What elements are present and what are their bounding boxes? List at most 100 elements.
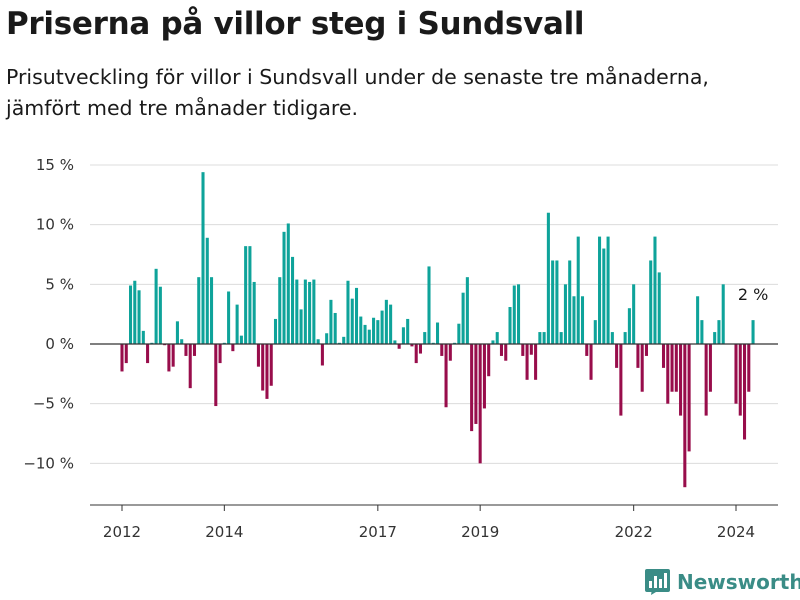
bar bbox=[713, 332, 717, 344]
bar bbox=[649, 260, 653, 344]
bar bbox=[397, 344, 401, 349]
bar bbox=[286, 223, 290, 344]
bar bbox=[389, 304, 393, 344]
bar bbox=[329, 299, 333, 344]
bar bbox=[542, 332, 546, 344]
bar bbox=[653, 236, 657, 344]
chart-title: Priserna på villor steg i Sundsvall bbox=[6, 6, 585, 42]
brand-logo: Newsworthy bbox=[644, 568, 800, 595]
bar bbox=[495, 332, 499, 344]
bar bbox=[470, 344, 474, 432]
bar bbox=[593, 320, 597, 344]
x-tick-label: 2024 bbox=[717, 523, 755, 541]
bar bbox=[474, 344, 478, 424]
bar bbox=[325, 333, 329, 344]
bar bbox=[167, 344, 171, 372]
bar bbox=[252, 281, 256, 344]
bar bbox=[120, 344, 124, 372]
bar bbox=[555, 260, 559, 344]
bar bbox=[401, 327, 405, 344]
bar bbox=[273, 318, 278, 344]
y-tick-label: −10 % bbox=[23, 454, 74, 472]
bar bbox=[670, 344, 674, 392]
bar bbox=[440, 344, 444, 356]
last-value-label: 2 % bbox=[738, 285, 768, 304]
bar bbox=[444, 344, 448, 408]
bar bbox=[568, 260, 572, 344]
bar bbox=[184, 344, 188, 356]
bar bbox=[661, 344, 666, 368]
bar bbox=[589, 344, 593, 380]
bar bbox=[201, 172, 205, 344]
bar bbox=[210, 277, 214, 344]
bar bbox=[231, 344, 235, 352]
bar bbox=[585, 344, 589, 356]
bar bbox=[146, 344, 150, 364]
bar bbox=[529, 344, 533, 355]
bar bbox=[380, 310, 384, 344]
bar-chart-logo-icon bbox=[645, 569, 670, 595]
bar bbox=[491, 340, 495, 344]
bar bbox=[457, 323, 461, 344]
bar bbox=[205, 237, 209, 344]
bar bbox=[218, 344, 222, 364]
bar bbox=[376, 320, 380, 344]
bar bbox=[414, 344, 418, 364]
x-tick-label: 2022 bbox=[615, 523, 653, 541]
bar bbox=[141, 330, 145, 344]
bar bbox=[410, 344, 414, 347]
bar bbox=[636, 344, 640, 368]
bar bbox=[124, 344, 128, 364]
bar bbox=[512, 285, 516, 344]
bar bbox=[278, 277, 282, 344]
bar bbox=[248, 246, 252, 344]
bar bbox=[133, 280, 137, 344]
bar bbox=[632, 284, 636, 344]
bar bbox=[546, 212, 550, 344]
bar bbox=[623, 332, 627, 344]
y-tick-label: 10 % bbox=[36, 216, 74, 234]
bar bbox=[316, 339, 320, 344]
bar bbox=[700, 320, 704, 344]
bar bbox=[363, 324, 367, 344]
y-tick-label: 15 % bbox=[36, 156, 74, 174]
bar bbox=[606, 236, 610, 344]
bar bbox=[269, 344, 273, 386]
bar bbox=[563, 284, 567, 344]
bar bbox=[384, 299, 388, 344]
bar bbox=[418, 344, 422, 354]
bar bbox=[666, 344, 670, 404]
brand-name: Newsworthy bbox=[677, 569, 800, 594]
bar bbox=[640, 344, 644, 392]
y-tick-label: −5 % bbox=[33, 395, 74, 413]
bar bbox=[171, 344, 175, 367]
bar bbox=[346, 280, 350, 344]
y-tick-label: 5 % bbox=[45, 275, 74, 293]
bar bbox=[551, 260, 555, 344]
bar bbox=[580, 296, 585, 344]
bar bbox=[423, 332, 427, 344]
bar bbox=[244, 246, 248, 344]
bar bbox=[482, 344, 486, 409]
bar bbox=[158, 286, 162, 344]
bar bbox=[696, 296, 700, 344]
bar bbox=[487, 344, 491, 377]
bar bbox=[188, 344, 192, 389]
bar bbox=[683, 344, 687, 488]
bar bbox=[657, 272, 661, 344]
bar bbox=[372, 317, 376, 344]
bar bbox=[350, 298, 354, 344]
bar bbox=[743, 344, 747, 440]
bar bbox=[154, 268, 158, 344]
bar bbox=[197, 277, 201, 344]
bar bbox=[261, 344, 265, 391]
bar bbox=[708, 344, 712, 392]
bar bbox=[180, 339, 184, 344]
bar bbox=[717, 320, 721, 344]
bar bbox=[137, 290, 141, 344]
bar bbox=[448, 344, 452, 361]
bar bbox=[295, 279, 299, 344]
bar bbox=[521, 344, 525, 356]
bar bbox=[308, 281, 312, 344]
bar bbox=[679, 344, 683, 416]
